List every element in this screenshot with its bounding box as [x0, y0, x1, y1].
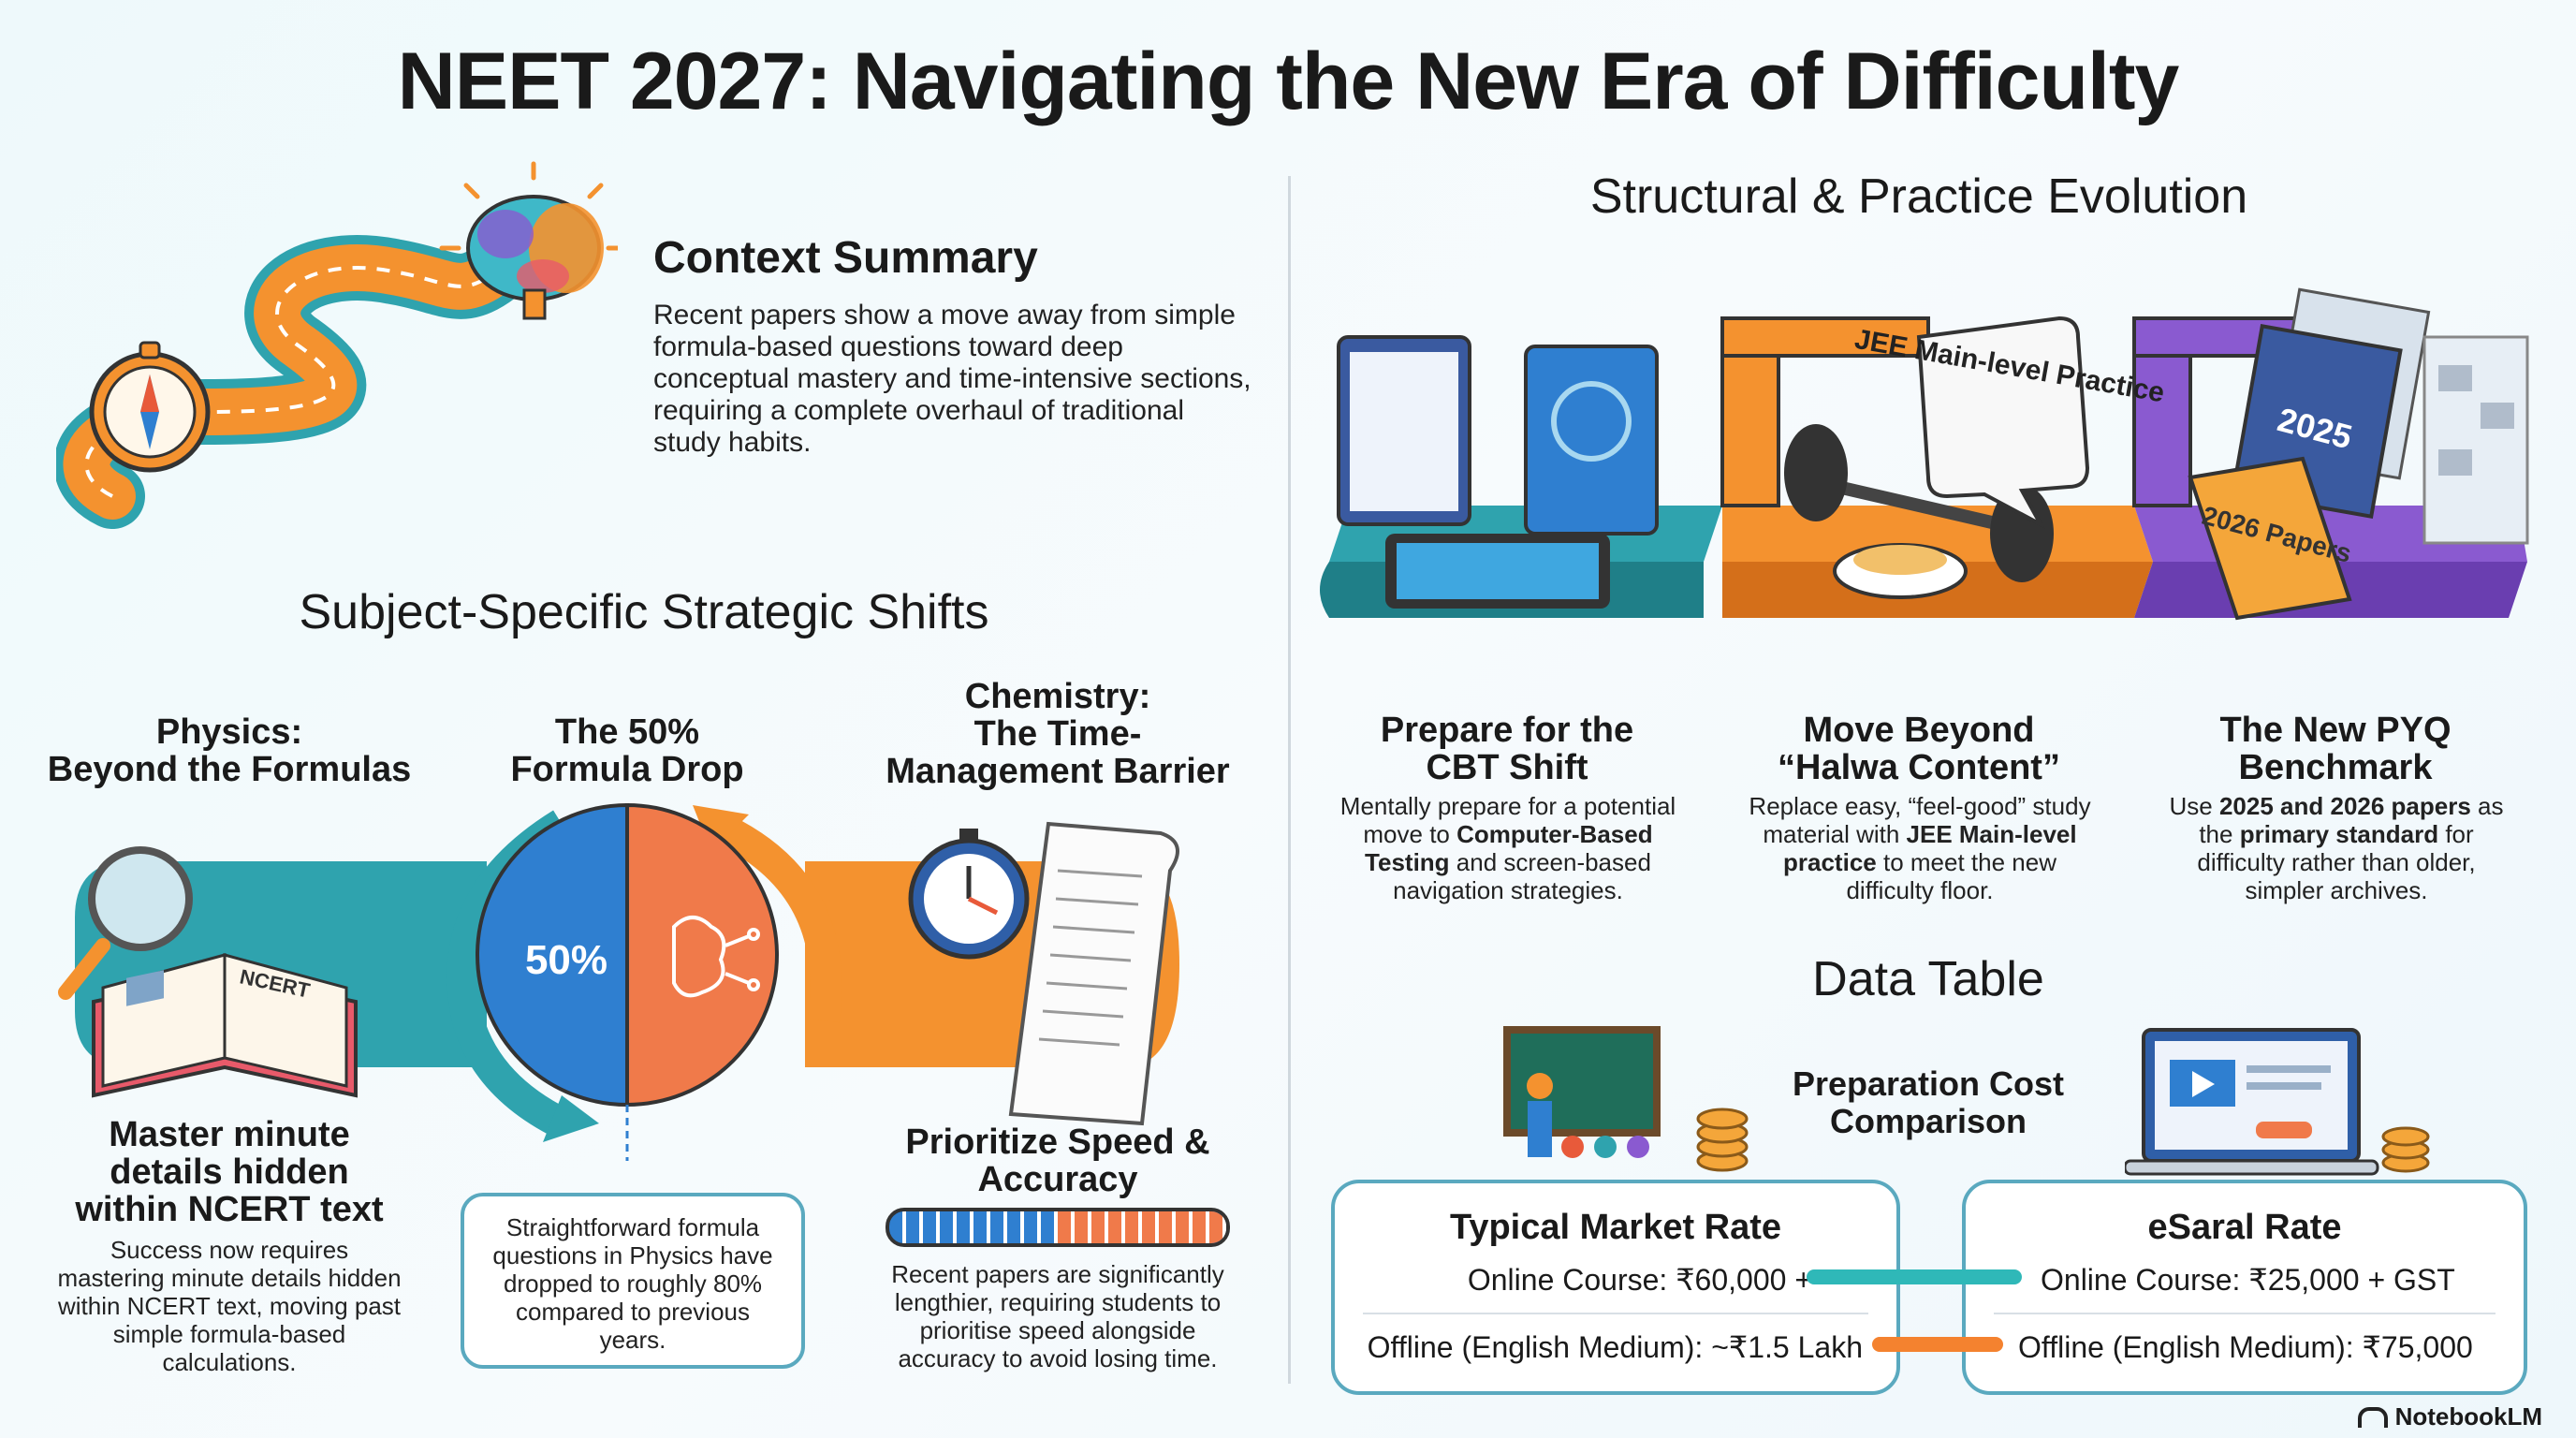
structural-illustration: JEE Main-level Practice 2025 2026 Papers: [1320, 287, 2529, 621]
dumbbell-icon: [1784, 424, 2054, 582]
chemistry-text: Recent papers are significantly lengthie…: [891, 1260, 1224, 1372]
esaral-rate-title: eSaral Rate: [2147, 1208, 2342, 1247]
context-heading: Context Summary: [653, 233, 1038, 283]
formula-drop-card: Straightforward formula questions in Phy…: [461, 1193, 805, 1369]
roadmap-illustration: [56, 161, 618, 529]
formula-drop-pie: 50%: [476, 802, 779, 1161]
esaral-offline-cost: Offline (English Medium): ₹75,000: [2018, 1330, 2473, 1364]
physics-subheading: Master minute details hidden within NCER…: [75, 1115, 384, 1229]
brain-circuit-icon: [672, 916, 760, 998]
market-offline-cost: Offline (English Medium): ~₹1.5 Lakh: [1367, 1330, 1863, 1364]
chemistry-title: Chemistry: The Time- Management Barrier: [886, 677, 1230, 791]
notebooklm-brand: NotebookLM: [2357, 1402, 2542, 1431]
physics-title: Physics: Beyond the Formulas: [47, 712, 412, 789]
notebooklm-icon: [2357, 1406, 2388, 1428]
pie-label: 50%: [525, 937, 607, 983]
center-divider: [1288, 176, 1291, 1384]
formula-drop-title: The 50% Formula Drop: [510, 712, 744, 789]
classroom-icon: [1503, 1026, 1749, 1172]
papers-folder-icon: 2025 2026 Papers: [2188, 287, 2431, 621]
formula-drop-text: Straightforward formula questions in Phy…: [492, 1213, 773, 1354]
halwa-text: Replace easy, “feel-good” study material…: [1749, 792, 2091, 904]
esaral-online-cost: Online Course: ₹25,000 + GST: [2041, 1263, 2455, 1297]
halwa-title: Move Beyond “Halwa Content”: [1778, 711, 2060, 787]
magnifier-icon: [58, 846, 193, 1000]
structural-heading: Structural & Practice Evolution: [1589, 169, 2248, 224]
speech-bubble-icon: JEE Main-level Practice: [1852, 315, 2167, 529]
cbt-text: Mentally prepare for a potential move to…: [1339, 792, 1676, 904]
speed-progress-bar: [886, 1208, 1230, 1247]
paper-scroll-icon: [1008, 821, 1179, 1126]
market-rate-title: Typical Market Rate: [1449, 1208, 1782, 1247]
archive-cabinet-icon: [2422, 335, 2529, 545]
tablet-icon: [1385, 534, 1610, 609]
market-rate-card: Typical Market Rate Online Course: ₹60,0…: [1331, 1180, 1900, 1395]
subject-shifts-heading: Subject-Specific Strategic Shifts: [299, 585, 989, 639]
laptop-video-icon: [2125, 1028, 2430, 1176]
offline-connector: [1872, 1337, 2003, 1352]
context-text: Recent papers show a move away from simp…: [653, 300, 1251, 458]
physics-text: Success now requires mastering minute de…: [57, 1236, 402, 1376]
stopwatch-icon: [908, 829, 1030, 960]
ncert-book-icon: NCERT: [92, 953, 358, 1098]
market-online-cost: Online Course: ₹60,000 +: [1467, 1263, 1812, 1297]
halwa-bowl-icon: [1833, 543, 1968, 599]
esaral-rate-card: eSaral Rate Online Course: ₹25,000 + GST…: [1962, 1180, 2527, 1395]
chemistry-subheading: Prioritize Speed & Accuracy: [905, 1123, 1210, 1199]
brain-icon: [439, 161, 618, 320]
pyq-title: The New PYQ Benchmark: [2219, 711, 2452, 787]
online-connector: [1807, 1269, 2022, 1284]
cost-comparison-label: Preparation Cost Comparison: [1792, 1064, 2065, 1140]
pyq-text: Use 2025 and 2026 papers as the primary …: [2169, 792, 2504, 904]
compass-icon: [89, 341, 211, 473]
subject-shifts-illustration: NCERT 50%: [58, 802, 1179, 1161]
page-title: NEET 2027: Navigating the New Era of Dif…: [397, 37, 2180, 126]
data-table-heading: Data Table: [1812, 952, 2044, 1006]
computer-screen-icon: [1337, 335, 1471, 526]
cbt-title: Prepare for the CBT Shift: [1380, 711, 1634, 787]
tablet-brain-icon: [1524, 345, 1659, 536]
